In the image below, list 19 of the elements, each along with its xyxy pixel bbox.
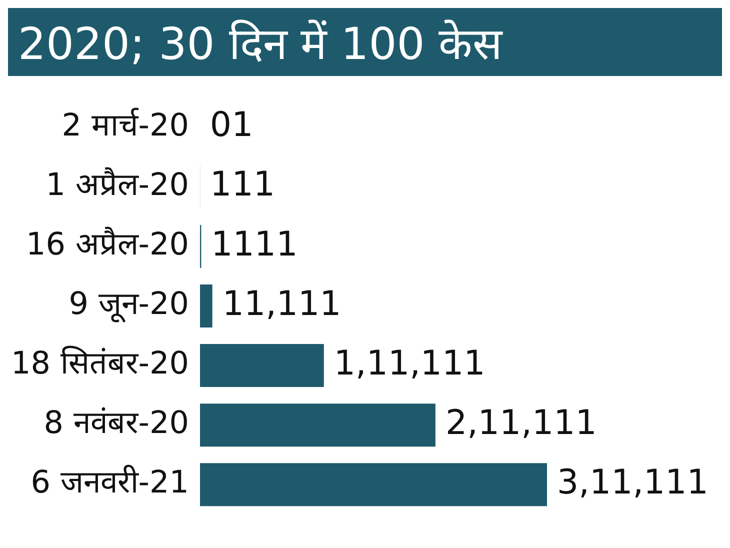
data-label: 2,11,111 — [445, 402, 597, 443]
bar — [200, 344, 324, 388]
y-tick-label: 9 जून-20 — [68, 286, 189, 324]
data-label: 1111 — [211, 224, 298, 264]
y-tick-label: 2 मार्च-20 — [62, 107, 189, 144]
data-label: 3,11,111 — [557, 462, 708, 502]
data-label: 1,11,111 — [334, 343, 486, 384]
bar — [200, 284, 212, 328]
y-tick-label: 16 अप्रैल-20 — [26, 226, 189, 263]
y-tick-label: 8 नवंबर-20 — [44, 405, 189, 442]
data-label: 01 — [210, 105, 254, 146]
y-tick-label: 18 सितंबर-20 — [10, 346, 189, 382]
data-label: 11,111 — [222, 284, 342, 324]
chart-title: 2020; 30 दिन में 100 केस — [8, 8, 722, 76]
bar — [200, 463, 547, 506]
y-tick-label: 1 अप्रैल-20 — [46, 166, 189, 203]
y-tick-label: 6 जनवरी-21 — [30, 464, 189, 501]
bar — [200, 404, 436, 447]
data-label: 111 — [210, 164, 275, 205]
